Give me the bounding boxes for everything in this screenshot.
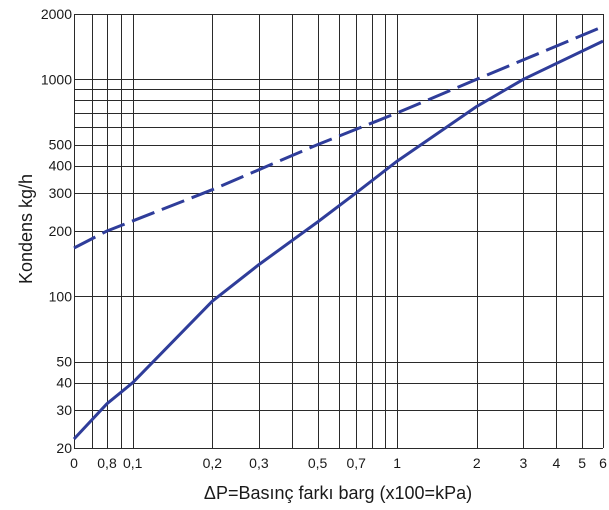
- x-tick-label: 0,1: [123, 455, 143, 471]
- x-axis-title: ΔP=Basınç farkı barg (x100=kPa): [204, 483, 472, 503]
- x-tick-label: 2: [473, 455, 481, 471]
- x-tick-label: 1: [393, 455, 401, 471]
- y-tick-label: 500: [49, 137, 73, 153]
- grid-lines: [74, 14, 604, 449]
- y-tick-label: 50: [56, 354, 72, 370]
- y-tick-label: 40: [56, 375, 72, 391]
- x-tick-labels: 0 0,8 0,1 0,2 0,3 0,5 0,7 1 2 3 4 5 6: [70, 455, 607, 471]
- x-tick-label: 0,2: [203, 455, 223, 471]
- x-tick-label: 6: [599, 455, 607, 471]
- series-layer: [72, 25, 604, 441]
- y-tick-labels: 2000 1000 500 400 300 200 100 50 40 30 20: [41, 6, 72, 456]
- x-tick-label: 0,8: [97, 455, 117, 471]
- y-tick-label: 20: [56, 440, 72, 456]
- y-tick-label: 400: [49, 158, 73, 174]
- x-tick-label: 0: [70, 455, 78, 471]
- dashed-series-line: [73, 25, 604, 250]
- x-tick-label: 4: [553, 455, 561, 471]
- solid-series-line: [72, 39, 604, 441]
- y-tick-label: 1000: [41, 71, 72, 87]
- y-axis-title: Kondens kg/h: [16, 174, 36, 284]
- y-tick-label: 2000: [41, 6, 72, 22]
- y-tick-label: 300: [49, 185, 73, 201]
- y-tick-label: 200: [49, 223, 73, 239]
- x-tick-label: 3: [520, 455, 528, 471]
- x-tick-label: 5: [578, 455, 586, 471]
- y-tick-label: 100: [49, 288, 73, 304]
- x-tick-label: 0,7: [346, 455, 366, 471]
- y-tick-label: 30: [56, 402, 72, 418]
- x-tick-label: 0,3: [249, 455, 269, 471]
- x-tick-label: 0,5: [308, 455, 328, 471]
